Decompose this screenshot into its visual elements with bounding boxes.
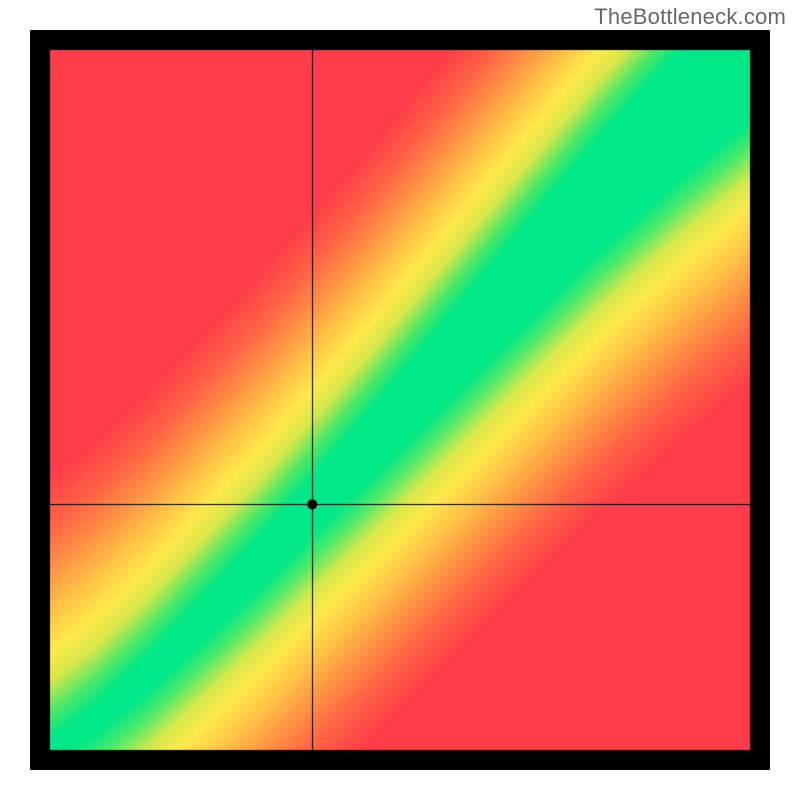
heatmap-frame bbox=[30, 30, 770, 770]
watermark-text: TheBottleneck.com bbox=[594, 4, 786, 30]
page-root: TheBottleneck.com bbox=[0, 0, 800, 800]
bottleneck-heatmap bbox=[30, 30, 770, 770]
